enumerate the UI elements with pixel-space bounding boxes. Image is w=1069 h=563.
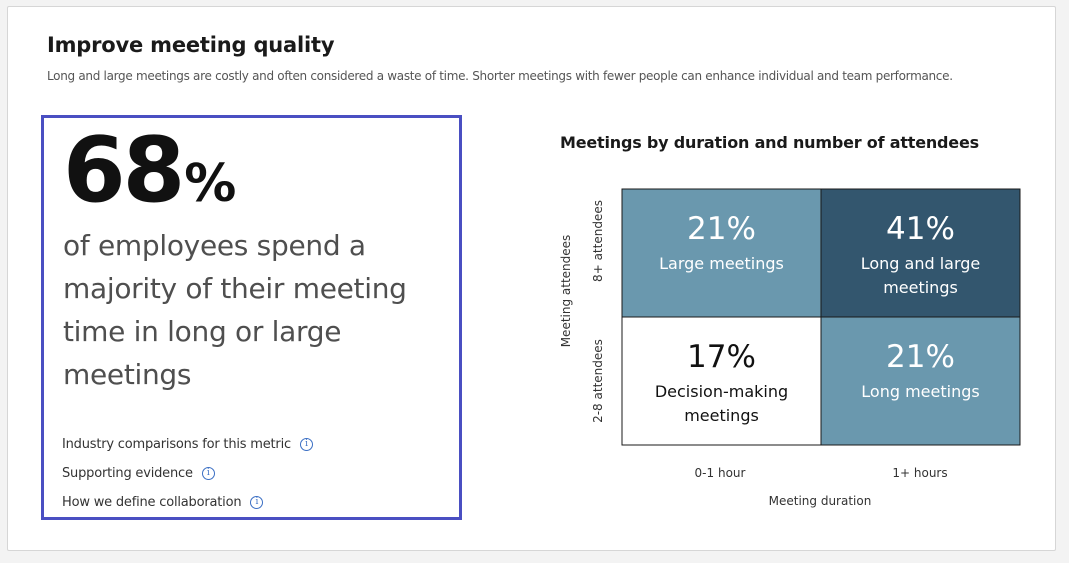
y-tick-label: 2-8 attendees xyxy=(591,339,605,423)
heatmap-cell: 21% Long meetings xyxy=(820,316,1021,446)
heatmap-cell-label: Decision-making xyxy=(655,382,788,401)
heatmap-cell-value: 17% xyxy=(687,339,756,375)
x-tick-label: 0-1 hour xyxy=(695,466,746,480)
heatmap-cell-value: 41% xyxy=(886,211,955,247)
heatmap-cell: 41% Long and large meetings xyxy=(820,188,1021,318)
link-label: Industry comparisons for this metric xyxy=(62,437,291,452)
heatmap-cell-rect xyxy=(820,316,1021,446)
x-axis-label: Meeting duration xyxy=(769,494,872,508)
heatmap-cell-label: Long meetings xyxy=(861,382,979,401)
chart-title: Meetings by duration and number of atten… xyxy=(560,133,979,152)
link-label: Supporting evidence xyxy=(62,466,193,481)
meetings-heatmap: 21% Large meetings 41% Long and large meetin… xyxy=(559,188,1021,508)
heatmap-cell-label: Long and large xyxy=(861,254,981,273)
heatmap-cell: 17% Decision-making meetings xyxy=(621,316,822,446)
metric-unit: % xyxy=(184,154,237,214)
info-icon[interactable]: i xyxy=(299,438,313,451)
heatmap-cell-value: 21% xyxy=(886,339,955,375)
metric-statement: of employees spend a majority of their m… xyxy=(63,229,407,391)
info-icon[interactable]: i xyxy=(201,467,215,480)
metric-value: 68% xyxy=(63,126,236,216)
key-metric-panel: 68% of employees spend a majority of the… xyxy=(41,115,462,520)
info-links: Industry comparisons for this metric i S… xyxy=(62,430,313,517)
heatmap-cell-label: meetings xyxy=(684,406,759,425)
metric-number: 68 xyxy=(63,118,185,223)
y-axis-label: Meeting attendees xyxy=(559,235,573,348)
heatmap-cell-rect xyxy=(820,188,1021,318)
collaboration-definition-link[interactable]: How we define collaboration i xyxy=(62,488,313,517)
x-tick-label: 1+ hours xyxy=(892,466,947,480)
heatmap-cell-value: 21% xyxy=(687,211,756,247)
info-icon[interactable]: i xyxy=(250,496,264,509)
heatmap-cell-rect xyxy=(621,188,822,318)
heatmap-cell-label: Large meetings xyxy=(659,254,784,273)
meeting-quality-card: Improve meeting quality Long and large m… xyxy=(7,6,1056,551)
page-subtitle: Long and large meetings are costly and o… xyxy=(47,69,953,83)
y-tick-label: 8+ attendees xyxy=(591,200,605,282)
industry-comparisons-link[interactable]: Industry comparisons for this metric i xyxy=(62,430,313,459)
heatmap-cell-label: meetings xyxy=(883,278,958,297)
heatmap-cell: 21% Large meetings xyxy=(621,188,822,318)
link-label: How we define collaboration xyxy=(62,495,242,510)
heatmap-cell-rect xyxy=(621,316,822,446)
page-title: Improve meeting quality xyxy=(47,33,335,57)
supporting-evidence-link[interactable]: Supporting evidence i xyxy=(62,459,313,488)
